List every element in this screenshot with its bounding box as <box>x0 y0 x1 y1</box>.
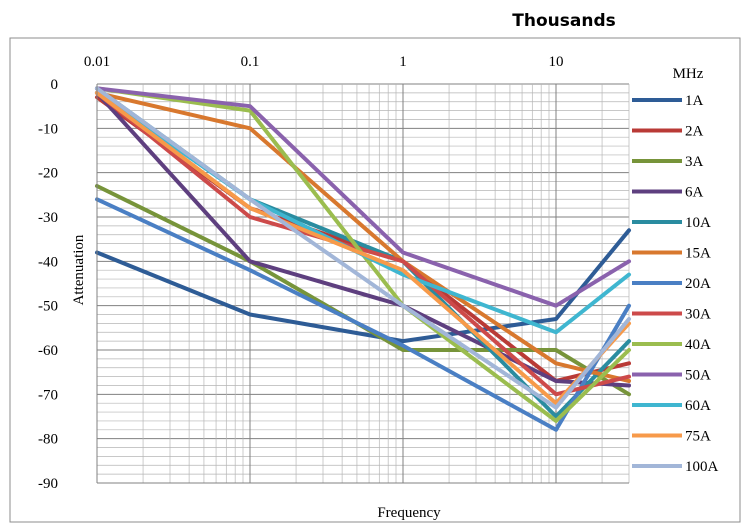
legend-entry: 50A <box>685 368 711 384</box>
series-line-100A <box>95 86 631 410</box>
y-tick-label: -70 <box>38 387 58 403</box>
legend-entry: 15A <box>685 246 711 262</box>
legend-entry: 1A <box>685 93 704 109</box>
x-tick-label: 1 <box>399 54 407 70</box>
y-axis-label: Attenuation <box>71 234 87 305</box>
y-tick-label: -90 <box>38 476 58 492</box>
x-tick-label: 0.01 <box>84 54 110 70</box>
x-axis-label: Frequency <box>377 505 441 521</box>
series-line-50A <box>95 86 631 308</box>
y-tick-label: -10 <box>38 121 58 137</box>
y-tick-label: 0 <box>51 77 59 93</box>
legend-entry: 30A <box>685 307 711 323</box>
chart-title: Thousands <box>512 11 615 31</box>
series-line-30A <box>95 90 631 397</box>
legend-entry: 6A <box>685 185 704 201</box>
y-tick-label: -40 <box>38 254 58 270</box>
legend-entry: 10A <box>685 215 711 231</box>
legend-entry: 75A <box>685 429 711 445</box>
y-tick-label: -50 <box>38 299 58 315</box>
y-tick-label: -20 <box>38 166 58 182</box>
legend-entry: 3A <box>685 154 704 170</box>
legend-entry: 20A <box>685 276 711 292</box>
x-tick-label: 10 <box>549 54 564 70</box>
legend-entry: 60A <box>685 398 711 414</box>
x-unit-label: MHz <box>673 66 704 82</box>
legend: 1A 2A 3A 6A 10A 15A 20A 30A 40A 50A 60A 75A 100A <box>632 93 719 475</box>
y-tick-label: -80 <box>38 432 58 448</box>
series-line-3A <box>95 184 631 397</box>
y-tick-label: -30 <box>38 210 58 226</box>
axes: 0 -10 -20 -30 -40 -50 -60 -70 -80 -90 0.01 0.1 1 10 <box>38 54 629 492</box>
series-lines <box>95 86 631 432</box>
x-tick-label: 0.1 <box>241 54 260 70</box>
legend-entry: 2A <box>685 124 704 140</box>
legend-entry: 40A <box>685 337 711 353</box>
legend-entry: 100A <box>685 459 719 475</box>
y-tick-label: -60 <box>38 343 58 359</box>
